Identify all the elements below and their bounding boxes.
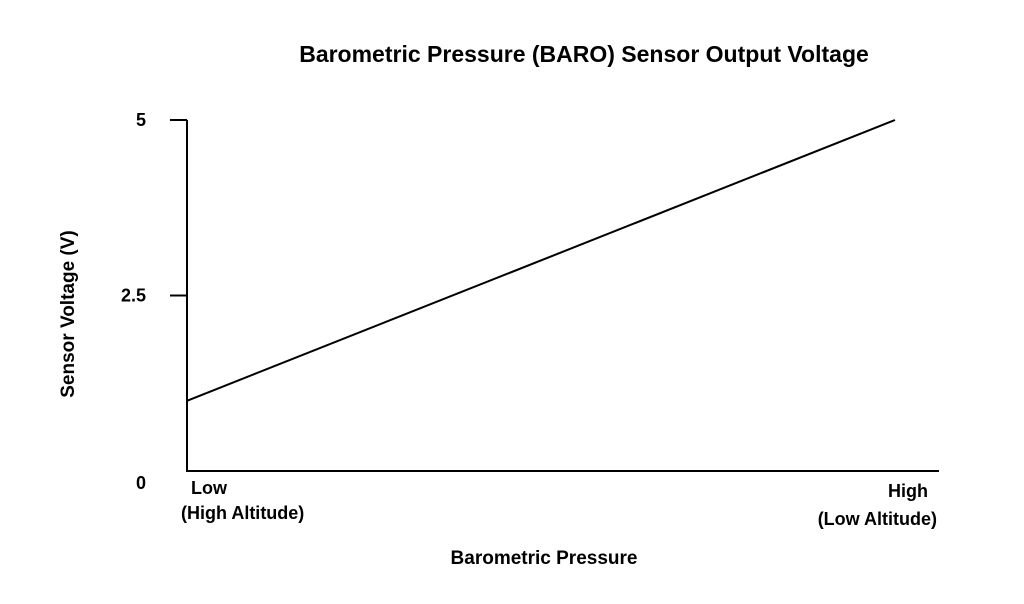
x-axis-label: Barometric Pressure [451, 548, 638, 569]
series-line [186, 119, 896, 402]
y-tick-label: 0 [136, 473, 146, 493]
y-axis-label: Sensor Voltage (V) [58, 230, 79, 398]
y-tick-label: 2.5 [121, 286, 146, 306]
y-tick-label: 5 [136, 110, 146, 130]
y-axis-ticks: 02.55 [121, 110, 187, 493]
x-tick-label-low-line1: Low [191, 478, 228, 498]
x-tick-label-low-line2: (High Altitude) [181, 503, 304, 523]
series-group [186, 119, 896, 402]
x-tick-label-high-line2: (Low Altitude) [818, 509, 937, 529]
x-tick-label-high-line1: High [888, 481, 928, 501]
chart-title: Barometric Pressure (BARO) Sensor Output… [299, 41, 869, 67]
